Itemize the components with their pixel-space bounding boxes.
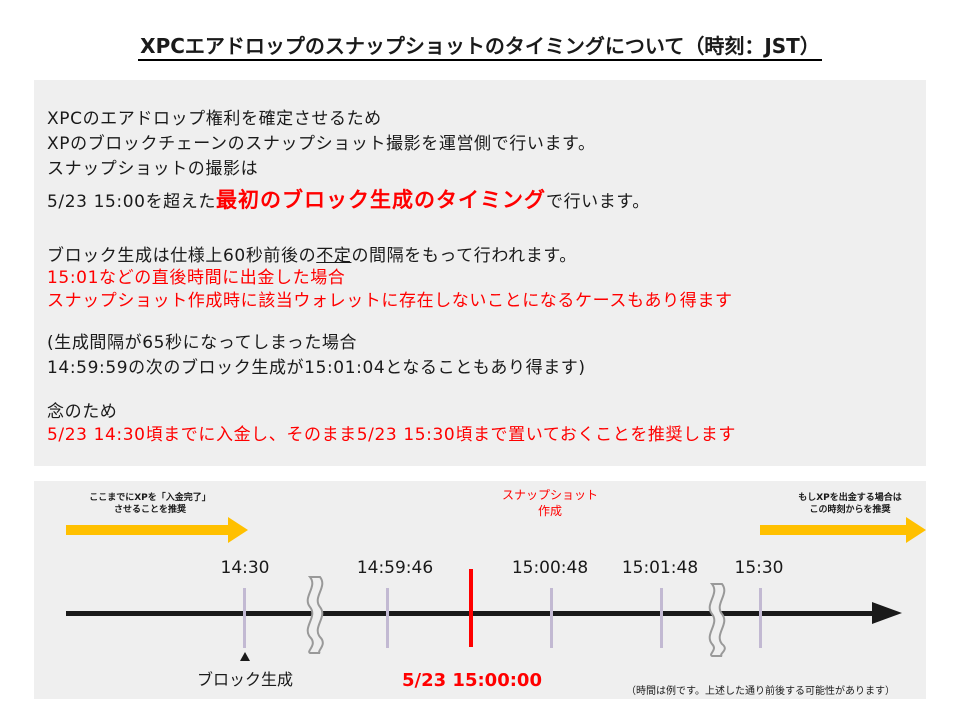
emphasis-text: 最初のブロック生成のタイミング xyxy=(215,188,546,212)
tick-150048 xyxy=(550,588,553,648)
time-label-1530: 15:30 xyxy=(734,558,784,578)
block-pointer-icon xyxy=(240,652,250,661)
info-line-6: 15:01などの直後時間に出金した場合 xyxy=(47,268,346,288)
tick-150148 xyxy=(660,588,663,648)
deposit-note: ここまでにXPを「入金完了」 させることを推奨 xyxy=(89,493,211,515)
block-generation-label: ブロック生成 xyxy=(196,670,293,689)
tick-1530 xyxy=(759,588,762,648)
deposit-arrow-icon xyxy=(66,517,248,543)
snapshot-label: スナップショット 作成 xyxy=(501,488,598,518)
tick-145946 xyxy=(386,588,389,648)
footnote: （時間は例です。上述した通り前後する可能性があります） xyxy=(626,686,895,697)
timeline-break-icon xyxy=(708,583,726,657)
axis-arrowhead-icon xyxy=(872,602,902,624)
info-line-4: 5/23 15:00を超えた最初のブロック生成のタイミングで行います。 xyxy=(47,188,650,212)
timeline-panel xyxy=(34,481,926,699)
time-label-150148: 15:01:48 xyxy=(621,558,699,578)
info-line-9: 14:59:59の次のブロック生成が15:01:04となることもあり得ます) xyxy=(47,358,586,378)
info-panel: XPCのエアドロップ権利を確定させるため XPのブロックチェーンのスナップショッ… xyxy=(34,80,926,466)
snapshot-time-line xyxy=(469,569,473,647)
snapshot-date-label: 5/23 15:00:00 xyxy=(402,670,542,691)
page-title: XPCエアドロップのスナップショットのタイミングについて（時刻：JST） xyxy=(0,30,960,61)
info-line-7: スナップショット作成時に該当ウォレットに存在しないことになるケースもあり得ます xyxy=(47,291,733,311)
timeline-axis xyxy=(66,611,882,616)
tick-1430 xyxy=(243,588,246,648)
info-line-1: XPCのエアドロップ権利を確定させるため xyxy=(47,109,382,129)
info-line-11: 5/23 14:30頃までに入金し、そのまま5/23 15:30頃まで置いておく… xyxy=(47,425,736,445)
info-line-8: (生成間隔が65秒になってしまった場合 xyxy=(47,333,358,353)
info-line-3: スナップショットの撮影は xyxy=(47,159,259,179)
timeline-break-icon xyxy=(306,576,324,654)
info-line-2: XPのブロックチェーンのスナップショット撮影を運営側で行います。 xyxy=(47,134,596,154)
time-label-1430: 14:30 xyxy=(220,558,270,578)
info-line-10: 念のため xyxy=(47,402,118,422)
time-label-150048: 15:00:48 xyxy=(511,558,589,578)
time-label-145946: 14:59:46 xyxy=(356,558,434,578)
withdraw-note: もしXPを出金する場合は この時刻からを推奨 xyxy=(798,493,902,515)
info-line-5: ブロック生成は仕様上60秒前後の不定の間隔をもって行われます。 xyxy=(47,246,577,266)
withdraw-arrow-icon xyxy=(760,517,926,543)
